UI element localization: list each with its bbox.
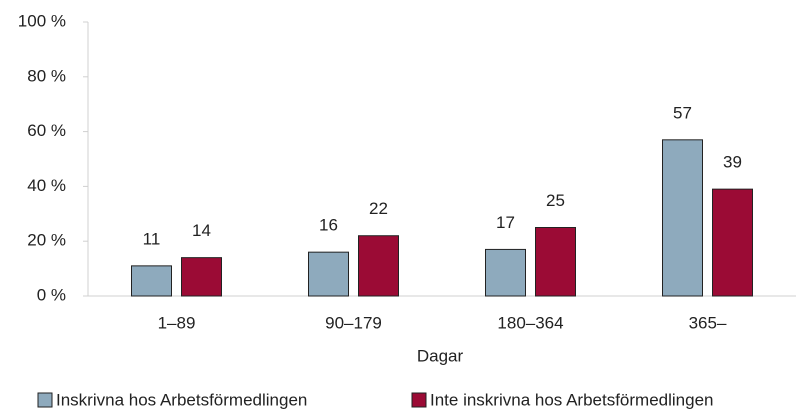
data-label: 22 [369, 199, 388, 218]
data-label: 14 [192, 221, 211, 240]
bar [712, 188, 753, 297]
y-tick-label: 40 % [27, 176, 66, 195]
bar [181, 257, 222, 297]
bar [485, 248, 526, 297]
data-label: 11 [143, 229, 161, 248]
x-axis-label: Dagar [417, 346, 464, 365]
bar [308, 251, 349, 297]
y-tick-label: 0 % [37, 285, 66, 304]
data-label: 16 [319, 216, 338, 235]
bar [662, 139, 703, 297]
data-label: 17 [496, 213, 515, 232]
x-tick-label: 180–364 [497, 313, 563, 332]
x-tick-label: 365– [689, 313, 727, 332]
y-tick-label: 80 % [27, 66, 66, 85]
y-tick-label: 60 % [27, 121, 66, 140]
legend-swatch [411, 392, 427, 408]
y-tick-label: 100 % [18, 11, 66, 30]
bar [131, 265, 172, 297]
y-tick-label: 20 % [27, 231, 66, 250]
x-tick-label: 90–179 [325, 313, 382, 332]
data-label: 57 [673, 103, 692, 122]
data-label: 25 [546, 191, 565, 210]
legend-swatch [37, 392, 53, 408]
bar [535, 227, 576, 297]
legend-label: Inte inskrivna hos Arbetsförmedlingen [430, 390, 714, 409]
legend-label: Inskrivna hos Arbetsförmedlingen [56, 390, 307, 409]
x-tick-label: 1–89 [158, 313, 196, 332]
bar [358, 235, 399, 297]
data-label: 39 [723, 153, 742, 172]
